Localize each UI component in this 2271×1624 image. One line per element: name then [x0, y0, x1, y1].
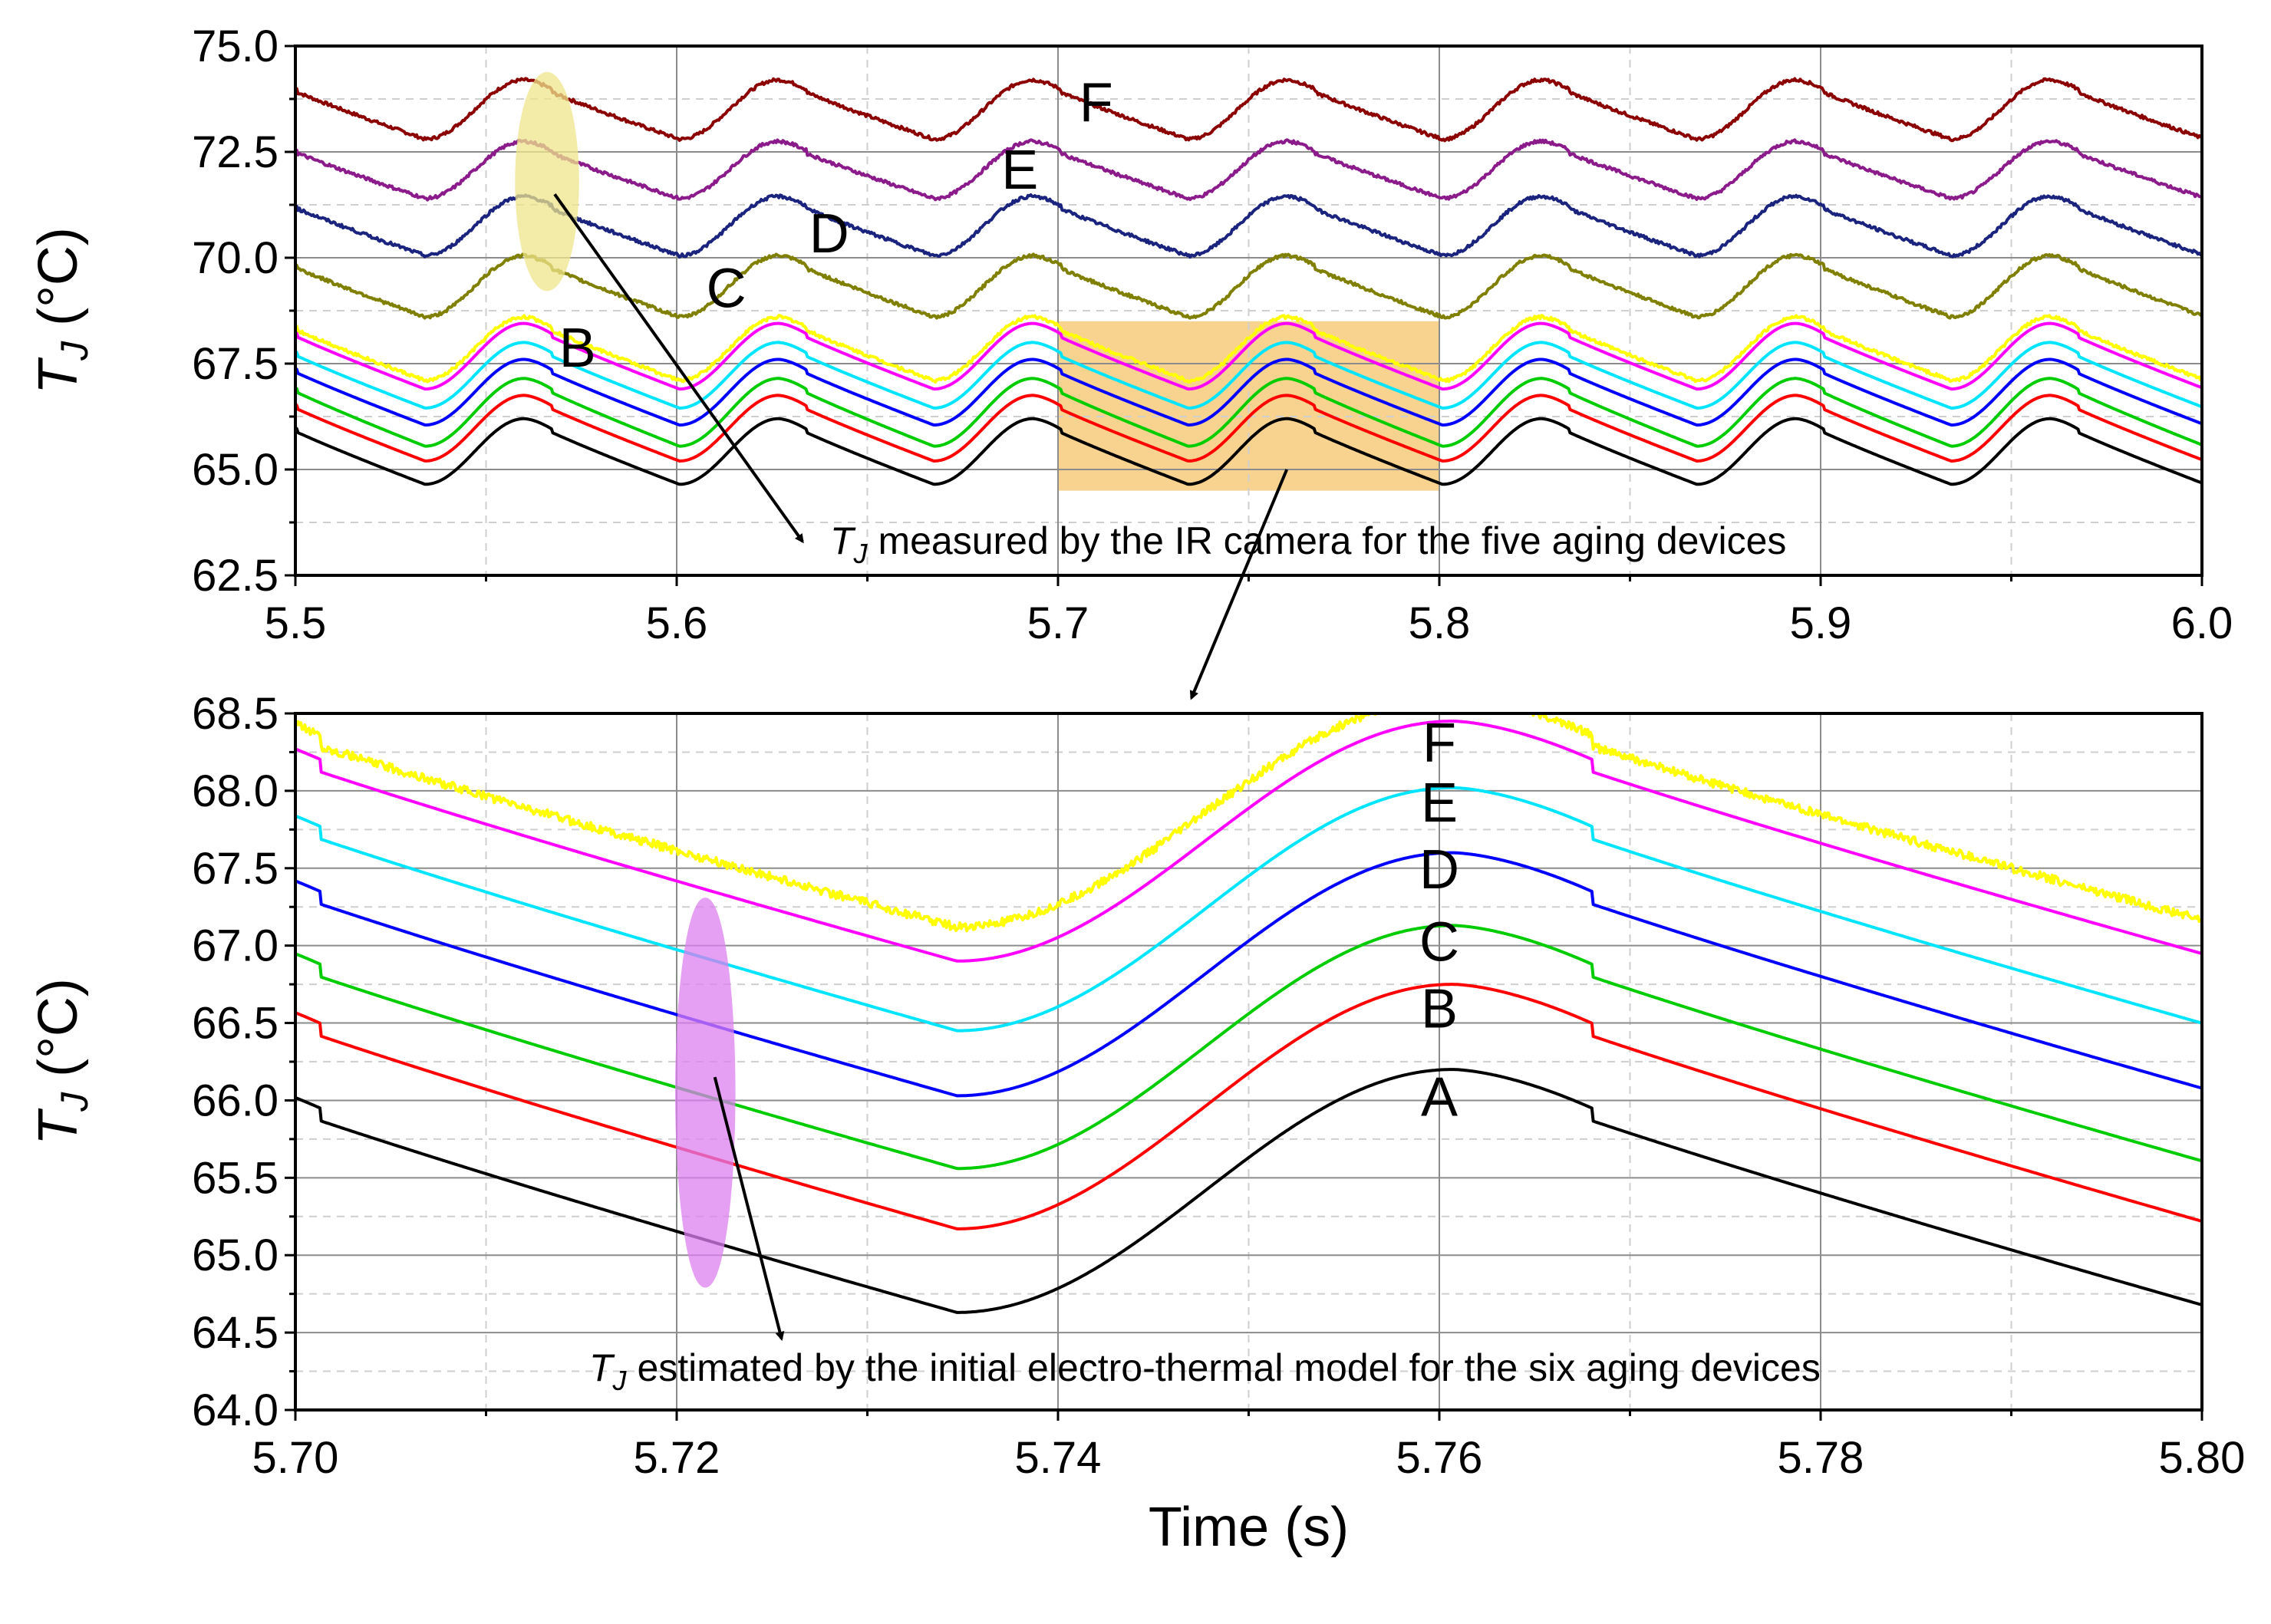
top-series-ir-c — [295, 252, 2202, 320]
bottom-x-tick-label: 5.70 — [252, 1433, 339, 1483]
top-curve-label-e: E — [1001, 140, 1038, 201]
connector-arrow — [1189, 469, 1289, 700]
top-x-tick-label: 5.6 — [646, 598, 708, 648]
bottom-y-tick-label: 67.5 — [192, 844, 279, 894]
top-curve-label-b: B — [559, 318, 596, 379]
bottom-y-tick-label: 65.0 — [192, 1230, 279, 1280]
top-y-axis-title: TJ (°C) — [28, 227, 96, 394]
top-series-ir-e — [295, 138, 2202, 202]
bottom-y-tick-label: 64.0 — [192, 1385, 279, 1435]
top-x-tick-label: 5.5 — [265, 598, 327, 648]
top-series-ir-d — [295, 193, 2202, 259]
bottom-series-e — [295, 786, 2202, 1033]
top-y-tick-label: 62.5 — [192, 551, 279, 601]
axis-titles: TJ (°C) TJ (°C) Time (s) — [28, 227, 1349, 1558]
top-y-tick-label: 65.0 — [192, 445, 279, 495]
bottom-x-tick-label: 5.80 — [2159, 1433, 2246, 1483]
bottom-series-c — [295, 924, 2202, 1171]
top-x-tick-label: 6.0 — [2171, 598, 2233, 648]
top-curve-label-d: D — [809, 203, 849, 265]
bottom-highlight-ellipse — [675, 898, 736, 1288]
bottom-x-tick-label: 5.76 — [1396, 1433, 1483, 1483]
top-highlight-ellipse — [515, 71, 579, 292]
top-y-tick-label: 67.5 — [192, 339, 279, 389]
bottom-curve-label-a: A — [1421, 1066, 1458, 1128]
top-curve-label-c: C — [707, 259, 747, 320]
x-axis-title: Time (s) — [1149, 1497, 1349, 1558]
top-panel: 5.5 5.6 5.7 5.8 5.9 6.0 62.5 65.0 67.5 70.0 72.5 75… — [192, 21, 2233, 648]
bottom-y-axis-title: TJ (°C) — [28, 978, 96, 1145]
top-series-ir-f — [295, 77, 2202, 143]
top-series-b — [295, 394, 2202, 463]
bottom-curve-label-f: F — [1422, 712, 1456, 773]
top-x-tick-label: 5.7 — [1027, 598, 1089, 648]
bottom-y-tick-label: 66.5 — [192, 999, 279, 1049]
top-series-c — [295, 377, 2202, 448]
bottom-y-tick-label: 64.5 — [192, 1308, 279, 1358]
bottom-curve-label-d: D — [1419, 839, 1459, 901]
bottom-series-b — [295, 983, 2202, 1230]
top-y-tick-label: 75.0 — [192, 21, 279, 71]
bottom-x-tick-label: 5.78 — [1778, 1433, 1864, 1483]
bottom-arrow — [713, 1076, 785, 1342]
bottom-series-f — [295, 720, 2202, 963]
top-arrow — [553, 193, 804, 544]
top-x-tick-label: 5.9 — [1790, 598, 1852, 648]
top-series-ir-b — [295, 314, 2202, 384]
bottom-curve-label-c: C — [1419, 912, 1459, 973]
top-series-d — [295, 357, 2202, 427]
bottom-y-tick-label: 68.5 — [192, 689, 279, 739]
top-series-a — [295, 417, 2202, 486]
bottom-annotation: TJ estimated by the initial electro-ther… — [589, 1346, 1821, 1396]
top-x-tick-label: 5.8 — [1409, 598, 1471, 648]
top-series-f — [295, 321, 2202, 391]
bottom-y-tick-label: 66.0 — [192, 1076, 279, 1125]
top-curve-label-f: F — [1079, 72, 1113, 133]
bottom-y-tick-label: 68.0 — [192, 766, 279, 816]
bottom-x-tick-label: 5.74 — [1015, 1433, 1102, 1483]
bottom-series-a — [295, 1068, 2202, 1314]
top-annotation: TJ measured by the IR camera for the fiv… — [830, 519, 1786, 569]
top-series-e — [295, 341, 2202, 410]
annotation-arrows: TJ measured by the IR camera for the fiv… — [553, 193, 1821, 1396]
bottom-y-tick-label: 65.5 — [192, 1153, 279, 1203]
top-y-tick-label: 70.0 — [192, 233, 279, 283]
bottom-curve-label-b: B — [1421, 978, 1458, 1039]
bottom-curve-label-e: E — [1421, 772, 1458, 834]
bottom-x-tick-label: 5.72 — [634, 1433, 720, 1483]
bottom-series-d — [295, 851, 2202, 1098]
top-y-tick-label: 72.5 — [192, 127, 279, 177]
bottom-y-tick-label: 67.0 — [192, 921, 279, 971]
bottom-series-ir-b — [295, 713, 2202, 933]
bottom-panel: 5.70 5.72 5.74 5.76 5.78 5.80 64.0 64.5 65.0 65.5… — [192, 689, 2245, 1483]
